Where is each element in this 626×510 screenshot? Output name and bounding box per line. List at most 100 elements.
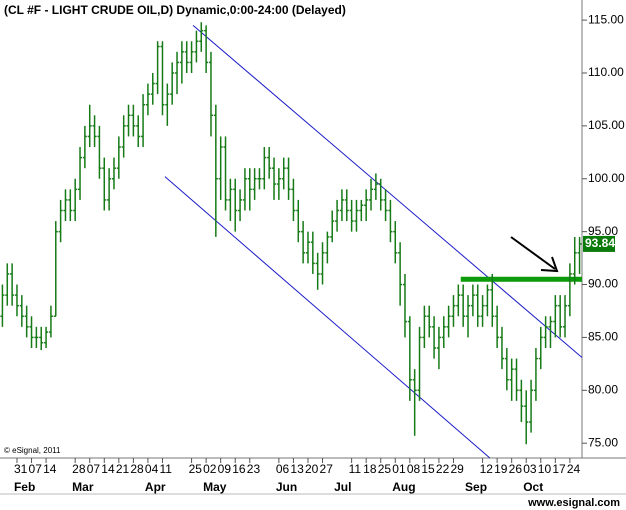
ohlc-bar	[344, 189, 349, 222]
ohlc-bar	[73, 178, 78, 222]
ohlc-bar	[538, 326, 543, 370]
ohlc-bar	[276, 168, 281, 200]
ohlc-bar	[281, 157, 286, 190]
trendline	[164, 176, 491, 458]
ohlc-bar	[131, 104, 136, 137]
ohlc-bar	[257, 168, 262, 190]
ohlc-bar	[126, 104, 131, 137]
ohlc-bar	[68, 189, 73, 222]
x-tick-label: 24	[567, 462, 581, 476]
copyright: © eSignal, 2011	[4, 446, 61, 455]
ohlc-bar	[427, 305, 432, 338]
month-label: Jun	[276, 480, 297, 494]
ohlc-bar	[5, 263, 10, 306]
ohlc-bar	[48, 305, 53, 338]
month-label: Feb	[14, 480, 35, 494]
x-tick-label: 31	[14, 462, 28, 476]
y-tick-label: 105.00	[588, 118, 625, 132]
x-tick-label: 26	[509, 462, 523, 476]
ohlc-bar	[116, 136, 121, 179]
ohlc-bar	[572, 236, 577, 285]
ohlc-bar	[320, 242, 325, 285]
ohlc-bar	[170, 62, 175, 105]
ohlc-bar	[44, 326, 49, 348]
x-tick-label: 28	[130, 462, 144, 476]
y-tick-label: 80.00	[588, 382, 618, 396]
ohlc-bar	[490, 273, 495, 327]
ohlc-bar	[548, 316, 553, 348]
ohlc-bar	[145, 83, 150, 116]
ohlc-bar	[456, 284, 461, 317]
ohlc-bar	[238, 189, 243, 222]
x-tick-label: 04	[145, 462, 159, 476]
ohlc-bar	[218, 136, 223, 200]
ohlc-bar	[296, 199, 301, 243]
x-tick-label: 25	[378, 462, 392, 476]
ohlc-bar	[58, 199, 63, 243]
ohlc-bar	[184, 41, 189, 73]
x-tick-label: 10	[538, 462, 552, 476]
ohlc-bar	[82, 125, 87, 169]
month-label: May	[203, 480, 227, 494]
ohlc-bar	[417, 326, 422, 401]
ohlc-bar	[223, 136, 228, 211]
ohlc-bar	[0, 284, 5, 327]
ohlc-bar	[175, 51, 180, 95]
footer: www.esignal.com	[527, 497, 620, 509]
ohlc-bar	[470, 284, 475, 317]
ohlc-bar	[441, 316, 446, 348]
ohlc-bar	[305, 231, 310, 264]
ohlc-bar	[339, 189, 344, 222]
chart-title: (CL #F - LIGHT CRUDE OIL,D) Dynamic,0:00…	[4, 3, 346, 17]
x-tick-label: 06	[276, 462, 290, 476]
x-tick-label: 18	[363, 462, 377, 476]
ohlc-bar	[301, 221, 306, 264]
month-label: Oct	[523, 480, 543, 494]
ohlc-bar	[14, 284, 19, 317]
ohlc-bar	[24, 305, 29, 338]
ohlc-bar	[577, 236, 582, 274]
ohlc-bar	[422, 305, 427, 348]
ohlc-bar	[369, 178, 374, 211]
ohlc-bar	[359, 199, 364, 222]
x-tick-label: 01	[392, 462, 406, 476]
y-tick-label: 110.00	[588, 65, 624, 79]
ohlc-bar	[480, 295, 485, 327]
ohlc-bar	[10, 263, 15, 306]
ohlc-bar	[398, 242, 403, 306]
ohlc-bar	[330, 210, 335, 243]
ohlc-bar	[514, 358, 519, 401]
ohlc-bar	[310, 231, 315, 274]
ohlc-bar	[53, 221, 58, 318]
ohlc-bar	[291, 178, 296, 222]
ohlc-bar	[160, 41, 165, 116]
ohlc-bar	[543, 316, 548, 348]
ohlc-bar	[446, 305, 451, 338]
ohlc-bar	[92, 115, 97, 148]
ohlc-bar	[247, 168, 252, 211]
ohlc-bar	[29, 316, 34, 348]
x-tick-label: 21	[116, 462, 130, 476]
ohlc-bar	[286, 157, 291, 200]
x-tick-label: 14	[101, 462, 115, 476]
last-price-box	[583, 235, 615, 252]
ohlc-bar	[432, 316, 437, 359]
ohlc-bar	[63, 189, 68, 222]
x-tick-label: 13	[290, 462, 304, 476]
ohlc-bar	[262, 147, 267, 190]
x-tick-label: 02	[203, 462, 217, 476]
ohlc-bar	[529, 379, 534, 433]
ohlc-bar	[504, 347, 509, 391]
ohlc-bar	[563, 295, 568, 338]
y-tick-label: 115.00	[588, 12, 624, 26]
ohlc-bar	[461, 284, 466, 327]
ohlc-bar	[466, 295, 471, 338]
y-tick-label: 100.00	[588, 171, 625, 185]
ohlc-bar	[267, 147, 272, 179]
x-tick-label: 11	[349, 462, 362, 476]
ohlc-bar	[393, 221, 398, 264]
plot-area	[0, 22, 582, 458]
y-tick-label: 95.00	[588, 224, 618, 238]
ohlc-bar	[228, 178, 233, 222]
